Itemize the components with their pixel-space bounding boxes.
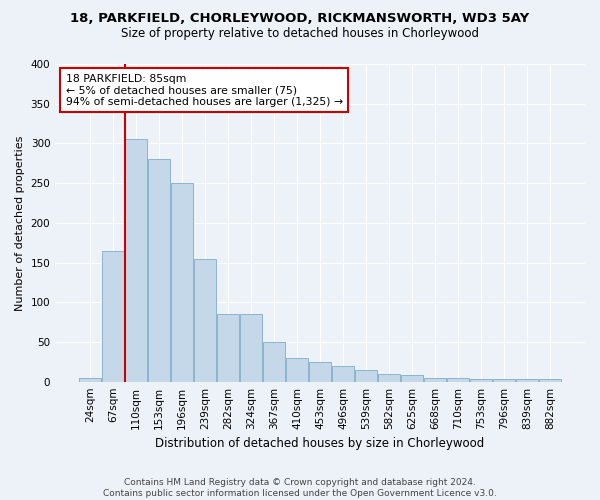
Bar (125, 140, 147, 382)
Text: Size of property relative to detached houses in Chorleywood: Size of property relative to detached ho… (121, 28, 479, 40)
Bar (171, 183, 193, 382)
Bar (378, 374, 400, 382)
Bar (309, 362, 331, 382)
Text: Contains HM Land Registry data © Crown copyright and database right 2024.
Contai: Contains HM Land Registry data © Crown c… (103, 478, 497, 498)
Bar (447, 378, 469, 382)
Bar (424, 378, 446, 382)
Bar (240, 314, 262, 382)
Bar (102, 250, 124, 382)
Bar (516, 380, 538, 382)
Bar (355, 370, 377, 382)
Bar (401, 376, 423, 382)
Bar (217, 314, 239, 382)
Bar (332, 366, 354, 382)
Bar (539, 380, 561, 382)
Bar (148, 160, 170, 382)
Bar (286, 358, 308, 382)
Bar (493, 380, 515, 382)
Y-axis label: Number of detached properties: Number of detached properties (15, 135, 25, 310)
X-axis label: Distribution of detached houses by size in Chorleywood: Distribution of detached houses by size … (155, 437, 485, 450)
Bar (194, 258, 216, 382)
Bar (79, 378, 101, 382)
Text: 18 PARKFIELD: 85sqm
← 5% of detached houses are smaller (75)
94% of semi-detache: 18 PARKFIELD: 85sqm ← 5% of detached hou… (66, 74, 343, 106)
Text: 18, PARKFIELD, CHORLEYWOOD, RICKMANSWORTH, WD3 5AY: 18, PARKFIELD, CHORLEYWOOD, RICKMANSWORT… (70, 12, 530, 26)
Bar (263, 342, 285, 382)
Bar (470, 380, 492, 382)
